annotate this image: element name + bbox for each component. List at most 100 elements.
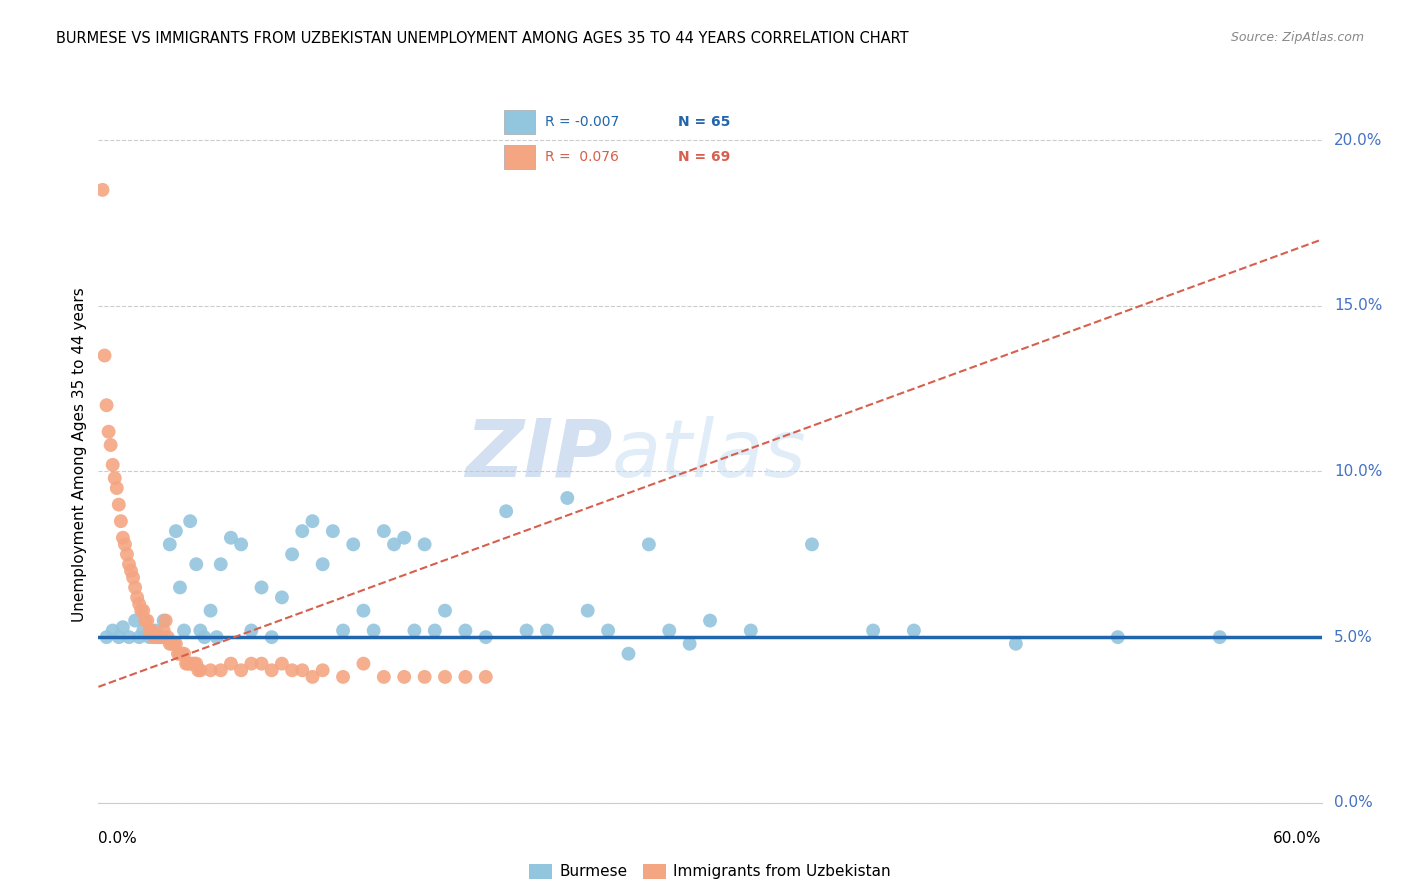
Point	[169, 581, 191, 595]
Point	[132, 604, 155, 618]
Point	[115, 547, 138, 561]
Point	[301, 670, 323, 684]
Point	[165, 637, 187, 651]
Point	[332, 670, 354, 684]
Point	[200, 663, 222, 677]
Point	[173, 624, 195, 638]
Point	[170, 647, 193, 661]
Point	[312, 558, 335, 572]
Point	[145, 624, 167, 638]
Point	[114, 537, 136, 551]
Point	[169, 647, 191, 661]
Point	[596, 624, 619, 638]
Point	[165, 524, 187, 538]
Point	[181, 657, 204, 671]
Point	[105, 481, 128, 495]
Point	[159, 637, 181, 651]
Point	[188, 624, 212, 638]
Point	[187, 663, 209, 677]
Point	[179, 514, 201, 528]
Point	[699, 614, 721, 628]
Text: ZIP: ZIP	[465, 416, 612, 494]
Point	[250, 657, 273, 671]
Point	[110, 514, 132, 528]
Bar	[505, 111, 536, 135]
Text: BURMESE VS IMMIGRANTS FROM UZBEKISTAN UNEMPLOYMENT AMONG AGES 35 TO 44 YEARS COR: BURMESE VS IMMIGRANTS FROM UZBEKISTAN UN…	[56, 31, 908, 46]
Text: R =  0.076: R = 0.076	[544, 150, 619, 164]
Point	[156, 630, 179, 644]
Point	[291, 663, 314, 677]
Point	[101, 624, 124, 638]
Text: 60.0%: 60.0%	[1274, 831, 1322, 846]
Point	[281, 547, 304, 561]
Point	[141, 624, 163, 638]
Point	[231, 663, 253, 677]
Point	[301, 514, 323, 528]
Point	[150, 630, 173, 644]
Point	[474, 670, 498, 684]
Point	[1107, 630, 1129, 644]
Point	[129, 604, 152, 618]
Point	[108, 498, 131, 512]
Point	[96, 630, 118, 644]
Point	[145, 630, 167, 644]
Point	[332, 624, 354, 638]
Y-axis label: Unemployment Among Ages 35 to 44 years: Unemployment Among Ages 35 to 44 years	[72, 287, 87, 623]
Point	[862, 624, 884, 638]
Point	[209, 558, 232, 572]
Point	[93, 349, 115, 363]
Point	[138, 630, 160, 644]
Point	[183, 657, 205, 671]
Point	[270, 591, 294, 605]
Legend: Burmese, Immigrants from Uzbekistan: Burmese, Immigrants from Uzbekistan	[523, 857, 897, 886]
Point	[155, 614, 177, 628]
Point	[122, 570, 145, 584]
Point	[260, 663, 283, 677]
Point	[637, 537, 661, 551]
Point	[363, 624, 385, 638]
Point	[138, 624, 160, 638]
Point	[111, 531, 134, 545]
Point	[250, 581, 273, 595]
Point	[392, 531, 416, 545]
Point	[136, 614, 159, 628]
Point	[495, 504, 517, 518]
Text: 10.0%: 10.0%	[1334, 464, 1382, 479]
Point	[281, 663, 304, 677]
Point	[97, 425, 120, 439]
Point	[200, 604, 222, 618]
Text: R = -0.007: R = -0.007	[544, 115, 619, 129]
Point	[179, 657, 201, 671]
Point	[219, 531, 242, 545]
Point	[352, 604, 374, 618]
Text: N = 65: N = 65	[678, 115, 730, 129]
Point	[322, 524, 344, 538]
Point	[101, 458, 124, 472]
Point	[128, 597, 150, 611]
Point	[209, 663, 232, 677]
Point	[118, 630, 141, 644]
Point	[291, 524, 314, 538]
Point	[132, 624, 155, 638]
Point	[454, 670, 477, 684]
Point	[404, 624, 426, 638]
Point	[433, 670, 456, 684]
Point	[260, 630, 283, 644]
Point	[128, 630, 150, 644]
Point	[1208, 630, 1232, 644]
Point	[100, 438, 122, 452]
Point	[111, 620, 134, 634]
Point	[1004, 637, 1026, 651]
Point	[124, 581, 146, 595]
Point	[146, 630, 169, 644]
Text: N = 69: N = 69	[678, 150, 730, 164]
Point	[679, 637, 702, 651]
Point	[96, 398, 118, 412]
Point	[240, 657, 263, 671]
Point	[152, 614, 174, 628]
Point	[174, 657, 197, 671]
Point	[433, 604, 456, 618]
Bar	[505, 145, 536, 169]
Point	[149, 630, 172, 644]
Point	[382, 537, 405, 551]
